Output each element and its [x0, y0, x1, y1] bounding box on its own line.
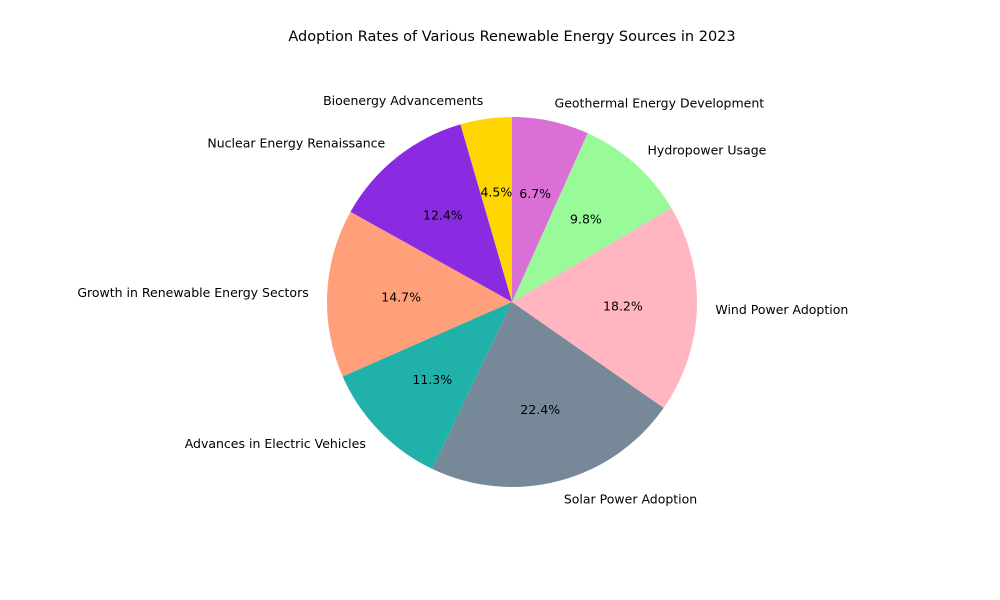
pct-label-geothermal-energy-development: 6.7%	[519, 186, 551, 201]
pct-label-bioenergy-advancements: 4.5%	[480, 185, 512, 200]
pct-label-advances-in-electric-vehicles: 11.3%	[412, 372, 452, 387]
slice-label-advances-in-electric-vehicles: Advances in Electric Vehicles	[185, 436, 366, 451]
pie-slices	[327, 117, 698, 487]
pct-label-solar-power-adoption: 22.4%	[520, 402, 560, 417]
pct-label-wind-power-adoption: 18.2%	[603, 299, 643, 314]
chart-title: Adoption Rates of Various Renewable Ener…	[288, 29, 735, 45]
pie-slice-bioenergy-advancements	[460, 117, 512, 302]
pie-slice-wind-power-adoption	[512, 207, 698, 408]
slice-label-solar-power-adoption: Solar Power Adoption	[564, 491, 697, 506]
pie-slice-geothermal-energy-development	[512, 117, 588, 302]
slice-label-geothermal-energy-development: Geothermal Energy Development	[555, 95, 765, 110]
slice-label-wind-power-adoption: Wind Power Adoption	[715, 302, 848, 317]
slice-labels: Bioenergy Advancements Nuclear Energy Ren…	[77, 93, 848, 506]
percentage-labels: 4.5% 12.4% 14.7% 11.3% 22.4% 18.2% 9.8% 6.7%	[381, 185, 643, 417]
pie-slice-nuclear-energy-renaissance	[350, 124, 512, 302]
pie-slice-hydropower-usage	[512, 133, 672, 302]
pie-slice-solar-power-adoption	[432, 302, 664, 487]
slice-label-growth-in-renewable-energy-sectors: Growth in Renewable Energy Sectors	[77, 285, 308, 300]
pie-slice-advances-in-electric-vehicles	[342, 302, 512, 469]
pct-label-nuclear-energy-renaissance: 12.4%	[423, 208, 463, 223]
slice-label-nuclear-energy-renaissance: Nuclear Energy Renaissance	[207, 135, 385, 150]
pct-label-growth-in-renewable-energy-sectors: 14.7%	[381, 289, 421, 304]
slice-label-bioenergy-advancements: Bioenergy Advancements	[323, 93, 483, 108]
slice-label-hydropower-usage: Hydropower Usage	[648, 143, 767, 158]
pie-slice-growth-in-renewable-energy-sectors	[327, 211, 512, 377]
pct-label-hydropower-usage: 9.8%	[570, 212, 602, 227]
